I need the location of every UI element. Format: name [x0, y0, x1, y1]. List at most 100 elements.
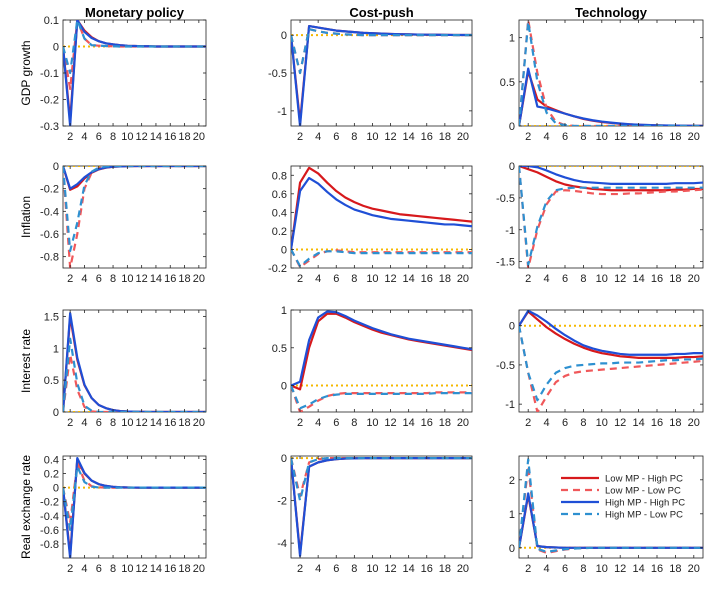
panel: 2 4 6 8 10 12 14 16 18 20 -1 -0.5 0 [268, 19, 473, 143]
x-tick-label: 16 [421, 563, 433, 575]
x-tick-label: 18 [669, 563, 681, 575]
y-tick-label: -0.1 [40, 68, 59, 80]
x-tick-label: 16 [651, 417, 663, 429]
x-tick-label: 6 [333, 273, 339, 285]
y-tick-label: 1 [281, 305, 287, 317]
legend-label: Low MP - High PC [605, 474, 683, 485]
series-line [519, 310, 703, 356]
series-line [291, 310, 472, 387]
panel: 2 4 6 8 10 12 14 16 18 20 0 0.5 1 [500, 19, 704, 143]
y-tick-label: 0 [509, 121, 515, 133]
x-tick-label: 20 [457, 131, 469, 143]
series-line [291, 176, 472, 250]
y-tick-label: 0 [281, 30, 287, 42]
x-tick-label: 2 [67, 273, 73, 285]
legend-label: High MP - High PC [605, 498, 685, 509]
x-tick-label: 14 [632, 417, 644, 429]
x-tick-label: 10 [596, 273, 608, 285]
legend-label: Low MP - Low PC [605, 486, 681, 497]
y-tick-label: -1.5 [496, 257, 515, 269]
x-tick-label: 8 [580, 273, 586, 285]
x-tick-label: 2 [525, 563, 531, 575]
plot-frame [518, 455, 704, 559]
x-tick-label: 12 [614, 563, 626, 575]
x-tick-label: 12 [136, 273, 148, 285]
x-tick-label: 18 [178, 417, 190, 429]
y-tick-label: 0 [509, 321, 515, 333]
x-tick-label: 20 [193, 273, 205, 285]
x-tick-label: 20 [457, 417, 469, 429]
y-tick-label: 0.1 [44, 15, 59, 27]
x-tick-label: 8 [110, 563, 116, 575]
series-line [291, 166, 472, 250]
x-tick-label: 16 [421, 131, 433, 143]
x-tick-label: 10 [596, 131, 608, 143]
x-tick-label: 12 [136, 131, 148, 143]
y-tick-label: 0 [53, 407, 59, 419]
x-tick-label: 18 [439, 417, 451, 429]
x-tick-label: 10 [121, 417, 133, 429]
x-tick-label: 4 [544, 417, 550, 429]
x-tick-label: 8 [110, 131, 116, 143]
x-tick-label: 4 [81, 273, 87, 285]
series-line [63, 20, 206, 126]
x-tick-label: 2 [297, 131, 303, 143]
plot-frame [290, 455, 473, 559]
column-title: Monetary policy [85, 5, 185, 20]
y-tick-label: 0 [281, 453, 287, 465]
y-tick-label: -4 [277, 538, 287, 550]
series-line [519, 325, 703, 402]
y-tick-label: -0.5 [268, 68, 287, 80]
x-tick-label: 20 [688, 563, 700, 575]
x-tick-label: 14 [150, 131, 162, 143]
x-tick-label: 2 [67, 417, 73, 429]
panel: 2 4 6 8 10 12 14 16 18 20 -0.3 -0.2 -0.1 0 0.1 [40, 15, 207, 143]
y-tick-label: -0.5 [496, 360, 515, 372]
y-tick-label: 1 [53, 343, 59, 355]
x-tick-label: 2 [525, 273, 531, 285]
x-tick-label: 6 [96, 273, 102, 285]
series-line [519, 310, 703, 359]
x-tick-label: 14 [150, 563, 162, 575]
x-tick-label: 10 [366, 273, 378, 285]
y-tick-label: 0.2 [272, 226, 287, 238]
x-tick-label: 4 [81, 417, 87, 429]
y-tick-label: -0.4 [40, 511, 59, 523]
x-tick-label: 8 [351, 563, 357, 575]
y-tick-label: -0.2 [40, 497, 59, 509]
x-tick-label: 10 [366, 131, 378, 143]
y-tick-label: -0.6 [40, 229, 59, 241]
y-tick-label: -0.6 [40, 525, 59, 537]
y-tick-label: 0.6 [272, 189, 287, 201]
series-line [63, 465, 206, 531]
x-tick-label: 12 [136, 563, 148, 575]
x-tick-label: 18 [178, 131, 190, 143]
y-tick-label: -0.4 [40, 206, 59, 218]
y-tick-label: 0.8 [272, 170, 287, 182]
y-tick-label: 2 [509, 475, 515, 487]
x-tick-label: 12 [614, 273, 626, 285]
panel: 2 4 6 8 10 12 14 16 18 20 -0.8 -0.6 -0.4 -0.2 0 0.2 0.4 [40, 455, 207, 575]
y-tick-label: -0.8 [40, 539, 59, 551]
panel: 2 4 6 8 10 12 14 16 18 20 -1.5 -1 -0.5 0 [496, 161, 704, 285]
x-tick-label: 16 [164, 273, 176, 285]
x-tick-label: 10 [121, 563, 133, 575]
x-tick-label: 14 [403, 563, 415, 575]
x-tick-label: 6 [333, 563, 339, 575]
x-tick-label: 20 [193, 563, 205, 575]
x-tick-label: 16 [164, 131, 176, 143]
x-tick-label: 10 [366, 563, 378, 575]
x-tick-label: 12 [384, 563, 396, 575]
x-tick-label: 6 [562, 563, 568, 575]
x-tick-label: 4 [81, 563, 87, 575]
row-label: Inflation [19, 196, 33, 238]
plot-frame [62, 165, 207, 269]
x-tick-label: 18 [178, 273, 190, 285]
x-tick-label: 8 [110, 417, 116, 429]
legend-label: High MP - Low PC [605, 510, 683, 521]
x-tick-label: 14 [632, 273, 644, 285]
x-tick-label: 20 [193, 131, 205, 143]
y-tick-label: -1 [277, 106, 287, 118]
x-tick-label: 14 [403, 417, 415, 429]
